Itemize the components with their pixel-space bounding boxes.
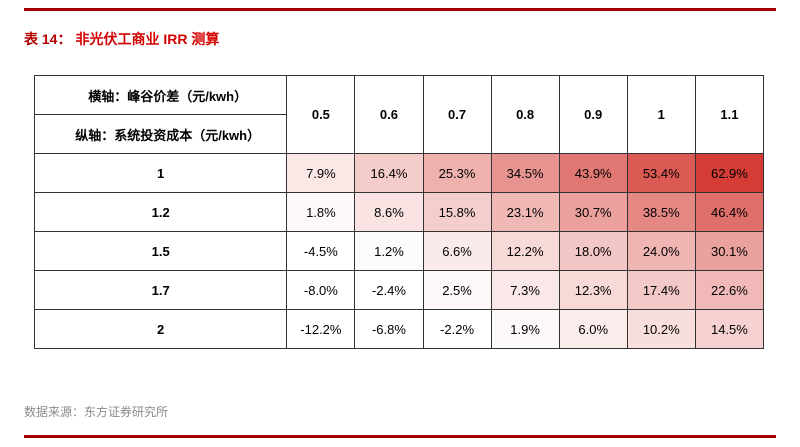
irr-value-cell: 53.4%	[626, 153, 696, 193]
table-body: 1 7.9% 16.4% 25.3% 34.5% 43.9% 53.4% 62.9% 1.2 1.…	[33, 153, 765, 349]
top-divider	[24, 8, 776, 11]
irr-value-cell: -8.0%	[286, 270, 356, 310]
irr-value-cell: 8.6%	[354, 192, 424, 232]
bottom-divider	[24, 435, 776, 438]
header-row-2: 纵轴：系统投资成本（元/kwh）	[33, 114, 764, 154]
table-header: 横轴：峰谷价差（元/kwh） 0.5 0.6 0.7 0.8 0.9 1 1.1 纵轴：系统…	[33, 75, 765, 154]
table-row: 1.2 1.8% 8.6% 15.8% 23.1% 30.7% 38.5% 46.4%	[33, 192, 765, 232]
irr-value-cell: 12.2%	[490, 231, 560, 271]
column-header: 0.9	[558, 75, 628, 154]
irr-value-cell: 7.3%	[490, 270, 560, 310]
irr-value-cell: 1.8%	[286, 192, 356, 232]
irr-value-cell: -12.2%	[286, 309, 356, 349]
table-row: 1.5 -4.5% 1.2% 6.6% 12.2% 18.0% 24.0% 30.1%	[33, 231, 765, 271]
irr-value-cell: -4.5%	[286, 231, 356, 271]
column-header: 1.1	[694, 75, 765, 154]
table-row: 1 7.9% 16.4% 25.3% 34.5% 43.9% 53.4% 62.9%	[33, 153, 765, 193]
irr-value-cell: 30.1%	[694, 231, 765, 271]
table-number-label: 表 14：	[24, 31, 72, 47]
irr-value-cell: -6.8%	[354, 309, 424, 349]
table-title-text: 非光伏工商业 IRR 测算	[75, 31, 220, 47]
row-header: 1.5	[33, 231, 288, 271]
column-header: 0.6	[354, 75, 424, 154]
irr-value-cell: 6.0%	[558, 309, 628, 349]
row-header: 1	[33, 153, 288, 193]
irr-value-cell: 15.8%	[422, 192, 492, 232]
row-header: 1.2	[33, 192, 288, 232]
irr-value-cell: 22.6%	[694, 270, 765, 310]
table-title: 表 14： 非光伏工商业 IRR 测算	[24, 29, 776, 49]
irr-value-cell: 25.3%	[422, 153, 492, 193]
row-header: 1.7	[33, 270, 288, 310]
table-row: 2 -12.2% -6.8% -2.2% 1.9% 6.0% 10.2% 14.5%	[33, 309, 765, 349]
y-axis-label: 纵轴：系统投资成本（元/kwh）	[33, 114, 288, 154]
irr-value-cell: 7.9%	[286, 153, 356, 193]
irr-heatmap-table: 横轴：峰谷价差（元/kwh） 0.5 0.6 0.7 0.8 0.9 1 1.1 纵轴：系统…	[33, 75, 765, 349]
column-header: 1	[626, 75, 696, 154]
irr-value-cell: 46.4%	[694, 192, 765, 232]
irr-value-cell: 62.9%	[694, 153, 765, 193]
row-header: 2	[33, 309, 288, 349]
column-header: 0.5	[286, 75, 356, 154]
header-row-1: 横轴：峰谷价差（元/kwh） 0.5 0.6 0.7 0.8 0.9 1 1.1	[33, 75, 765, 154]
irr-value-cell: 17.4%	[626, 270, 696, 310]
irr-value-cell: 16.4%	[354, 153, 424, 193]
irr-value-cell: 6.6%	[422, 231, 492, 271]
irr-value-cell: 10.2%	[626, 309, 696, 349]
irr-value-cell: 12.3%	[558, 270, 628, 310]
irr-value-cell: 18.0%	[558, 231, 628, 271]
irr-value-cell: -2.4%	[354, 270, 424, 310]
irr-value-cell: 2.5%	[422, 270, 492, 310]
report-page: 表 14： 非光伏工商业 IRR 测算 横轴：峰谷价差（元/kwh） 0.5 0.6…	[0, 8, 800, 447]
irr-value-cell: 23.1%	[490, 192, 560, 232]
irr-value-cell: 34.5%	[490, 153, 560, 193]
column-header: 0.7	[422, 75, 492, 154]
irr-value-cell: 43.9%	[558, 153, 628, 193]
data-source: 数据来源：东方证券研究所	[24, 405, 169, 419]
column-header: 0.8	[490, 75, 560, 154]
x-axis-label: 横轴：峰谷价差（元/kwh）	[33, 75, 288, 115]
irr-value-cell: 24.0%	[626, 231, 696, 271]
irr-value-cell: 14.5%	[694, 309, 765, 349]
irr-value-cell: 30.7%	[558, 192, 628, 232]
table-row: 1.7 -8.0% -2.4% 2.5% 7.3% 12.3% 17.4% 22.6%	[33, 270, 765, 310]
irr-value-cell: 1.2%	[354, 231, 424, 271]
irr-value-cell: -2.2%	[422, 309, 492, 349]
irr-value-cell: 1.9%	[490, 309, 560, 349]
irr-value-cell: 38.5%	[626, 192, 696, 232]
